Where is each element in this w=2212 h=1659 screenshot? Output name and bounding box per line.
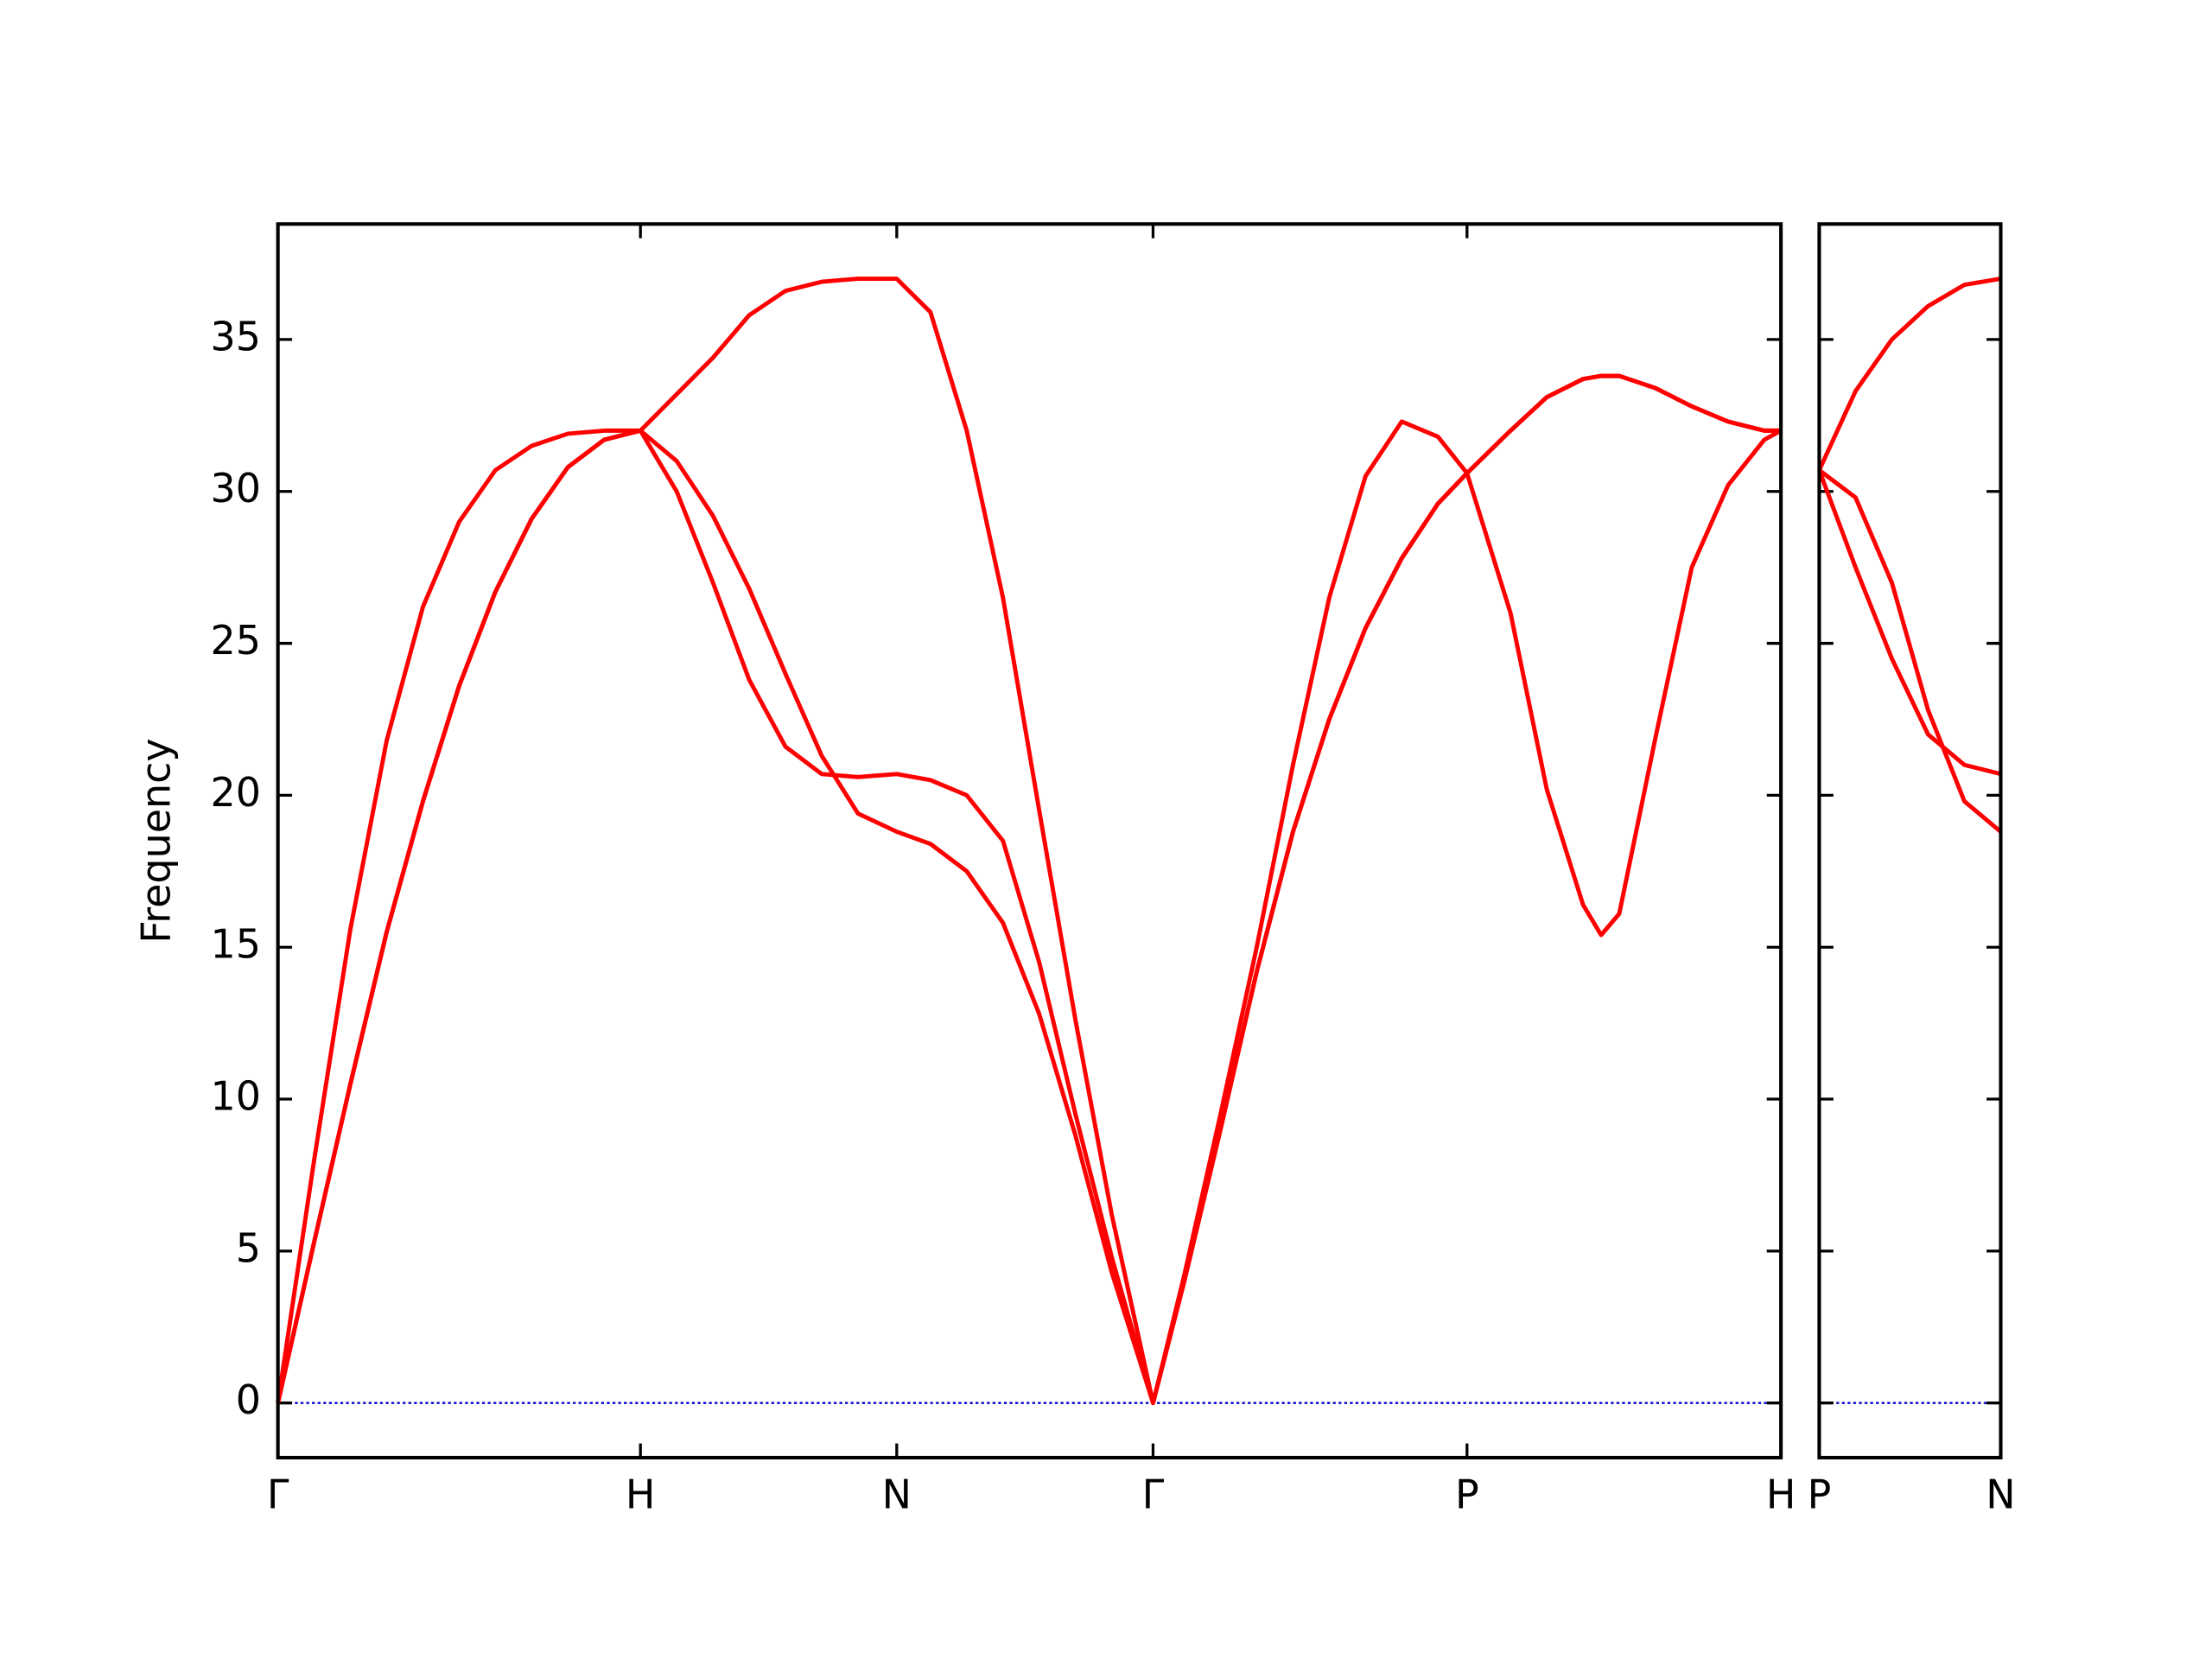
x-tick-label: Γ xyxy=(1142,1471,1165,1517)
x-tick-label: N xyxy=(882,1471,912,1517)
plot-frame xyxy=(276,222,1783,1460)
y-tick-label: 30 xyxy=(210,465,260,512)
plot-frame xyxy=(1817,222,2003,1460)
band-line xyxy=(1817,276,2001,472)
y-tick-label: 15 xyxy=(210,921,260,968)
y-tick-label: 25 xyxy=(210,617,260,664)
x-tick-label: P xyxy=(1455,1471,1479,1517)
x-tick-label: P xyxy=(1808,1471,1832,1517)
y-axis-label: Frequency xyxy=(132,738,179,943)
band-line xyxy=(1817,468,2003,834)
y-tick-label: 5 xyxy=(236,1224,261,1271)
x-tick-label: H xyxy=(1766,1471,1796,1517)
band-line xyxy=(1817,469,2002,777)
y-tick-label: 20 xyxy=(210,769,260,816)
y-tick-label: 35 xyxy=(210,313,260,359)
y-tick-label: 0 xyxy=(236,1376,261,1423)
y-tick-label: 10 xyxy=(210,1073,260,1120)
x-tick-label: N xyxy=(1986,1471,2015,1517)
x-tick-label: H xyxy=(626,1471,656,1517)
band-line xyxy=(276,276,1782,1406)
panel: 0 5 10 15 20 25 30 35 Γ H N Γ P H Frequency xyxy=(132,222,1796,1517)
x-tick-label: Γ xyxy=(267,1471,289,1517)
